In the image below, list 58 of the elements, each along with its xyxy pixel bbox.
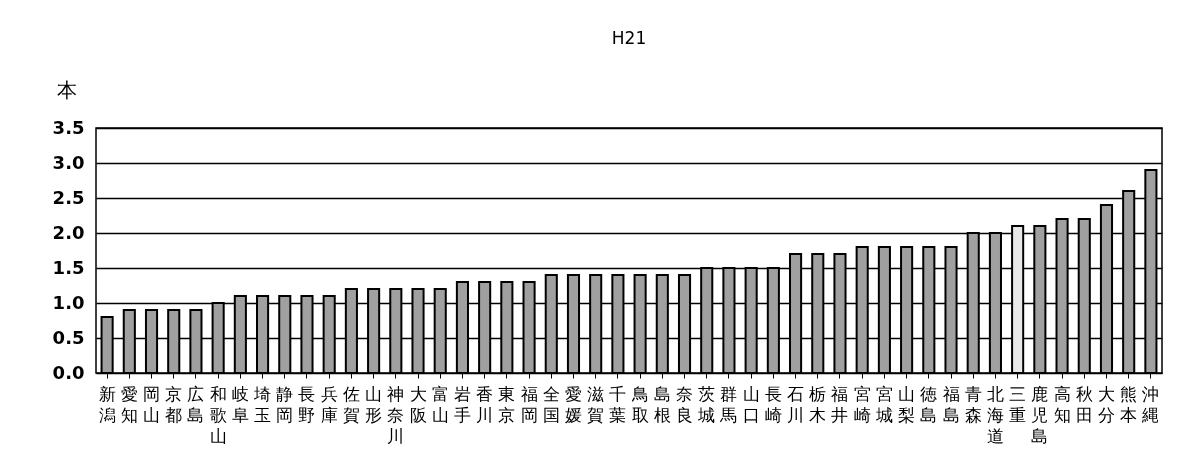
x-tick-label: 香川 (476, 383, 494, 425)
x-tick-label: 東京 (498, 383, 516, 425)
x-tick-label: 新潟 (98, 383, 116, 425)
x-tick-label: 福井 (831, 383, 849, 425)
x-tick-label: 北海道 (986, 383, 1004, 446)
x-tick-label: 三重 (1009, 383, 1027, 425)
y-tick-label: 3.0 (52, 151, 85, 173)
y-tick-label: 0.0 (52, 361, 85, 383)
x-tick-label: 岩手 (453, 383, 471, 425)
x-tick-label: 長崎 (764, 383, 782, 425)
y-axis-title: 本 (56, 77, 77, 102)
x-tick-label: 佐賀 (342, 383, 360, 425)
y-tick-label: 2.0 (52, 221, 85, 243)
y-tick-label: 1.5 (52, 256, 85, 278)
x-tick-label: 高知 (1053, 383, 1071, 425)
x-tick-label: 大分 (1097, 383, 1115, 425)
y-tick-label: 0.5 (52, 326, 85, 348)
x-tick-label: 石川 (787, 383, 805, 425)
x-tick-label: 山梨 (898, 383, 916, 425)
x-tick-label: 沖縄 (1141, 383, 1160, 425)
x-tick-label: 秋田 (1075, 383, 1093, 425)
x-tick-label: 宮崎 (853, 383, 871, 425)
y-tick-label: 2.5 (52, 186, 85, 208)
x-tick-label: 岐阜 (231, 383, 249, 425)
x-tick-label: 鳥取 (630, 383, 649, 425)
x-tick-label: 奈良 (676, 383, 694, 425)
x-tick-label: 広島 (187, 383, 205, 425)
x-tick-label: 兵庫 (320, 383, 338, 425)
x-tick-label: 宮城 (874, 383, 893, 425)
x-tick-label: 静岡 (276, 383, 294, 425)
x-tick-label: 徳島 (920, 383, 938, 425)
x-tick-label: 埼玉 (253, 383, 272, 425)
x-tick-label: 愛知 (120, 383, 138, 425)
x-tick-label: 大阪 (409, 383, 427, 425)
x-tick-label: 岡山 (143, 383, 161, 425)
x-tick-label: 滋賀 (587, 383, 605, 425)
y-tick-label: 3.5 (52, 116, 85, 138)
chart-title: H21 (611, 28, 647, 48)
x-tick-label: 京都 (165, 383, 183, 425)
x-tick-label: 愛媛 (564, 383, 582, 425)
x-tick-label: 山形 (365, 383, 383, 425)
x-tick-label: 長野 (298, 383, 316, 425)
x-tick-label: 福岡 (520, 383, 538, 425)
x-tick-label: 島根 (653, 383, 671, 425)
x-tick-label: 全国 (542, 383, 560, 425)
x-tick-label: 熊本 (1120, 383, 1138, 425)
x-tick-label: 山口 (742, 383, 760, 425)
x-tick-label: 青森 (964, 383, 982, 425)
y-tick-label: 1.0 (52, 291, 85, 313)
x-tick-label: 和歌山 (209, 383, 227, 446)
x-tick-label: 栃木 (809, 383, 827, 425)
x-tick-label: 千葉 (609, 383, 627, 425)
x-tick-label: 鹿児島 (1031, 383, 1049, 446)
x-tick-label: 富山 (431, 383, 449, 425)
x-tick-label: 神奈川 (387, 383, 405, 446)
x-tick-label: 群馬 (719, 383, 738, 425)
x-tick-label: 茨城 (697, 383, 716, 425)
x-tick-label: 福島 (942, 383, 960, 425)
